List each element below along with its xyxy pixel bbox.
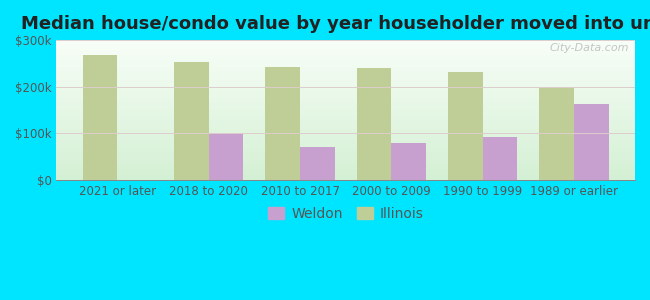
Title: Median house/condo value by year householder moved into unit: Median house/condo value by year househo…: [21, 15, 650, 33]
Bar: [391, 143, 426, 180]
Bar: [357, 68, 391, 180]
Legend: Weldon, Illinois: Weldon, Illinois: [262, 201, 430, 226]
Bar: [265, 67, 300, 180]
Bar: [483, 137, 517, 180]
Bar: [448, 72, 483, 180]
Bar: [574, 104, 608, 180]
Bar: [300, 148, 335, 180]
Bar: [209, 134, 244, 180]
Text: City-Data.com: City-Data.com: [550, 43, 629, 53]
Bar: [83, 55, 118, 180]
Bar: [174, 62, 209, 180]
Bar: [540, 87, 574, 180]
